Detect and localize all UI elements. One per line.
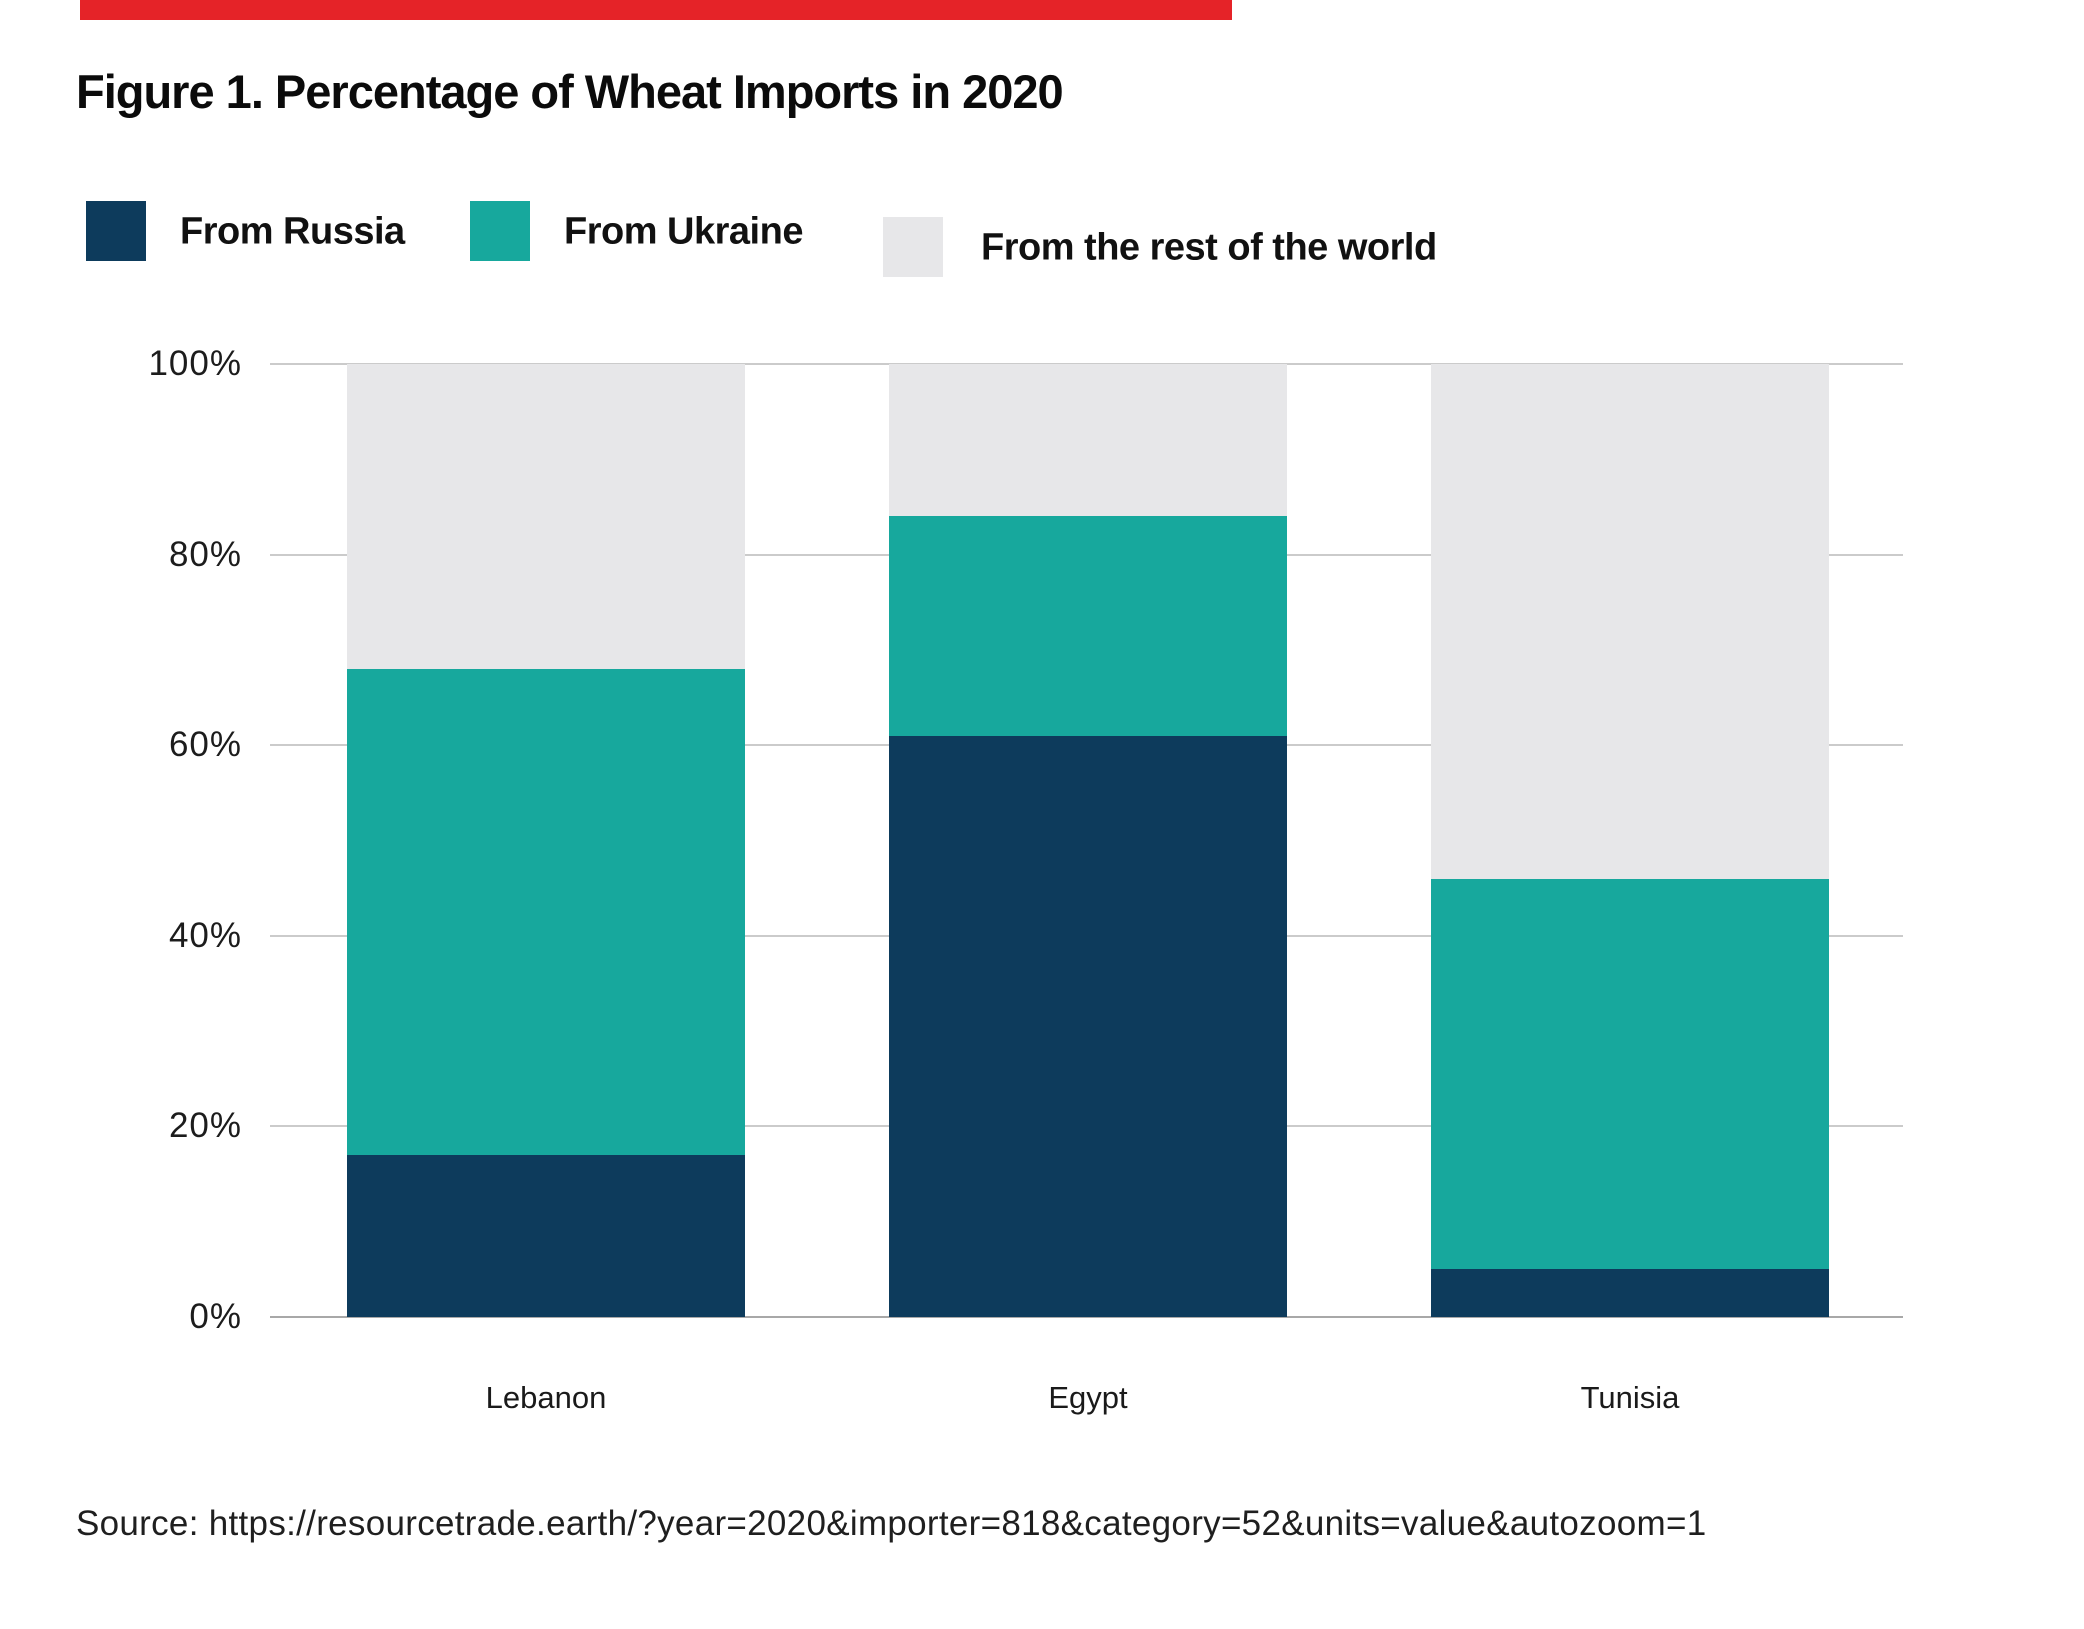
bar-egypt-segment-2	[889, 364, 1287, 517]
legend-label: From Russia	[180, 210, 405, 253]
x-axis-category-label: Lebanon	[485, 1380, 607, 1415]
source-citation: Source: https://resourcetrade.earth/?yea…	[76, 1504, 1707, 1543]
rest-of-world-color-swatch	[883, 217, 943, 277]
figure-title: Figure 1. Percentage of Wheat Imports in…	[76, 65, 1064, 118]
bar-lebanon-segment-2	[347, 364, 745, 669]
top-accent-bar	[80, 0, 1232, 20]
x-axis-category-label: Tunisia	[1580, 1380, 1680, 1415]
bar-egypt-segment-1	[889, 516, 1287, 736]
y-axis-tick-label: 60%	[168, 725, 242, 765]
y-axis-tick-label: 80%	[168, 534, 242, 574]
bar-tunisia-segment-1	[1431, 878, 1829, 1270]
legend-label: From the rest of the world	[981, 226, 1437, 269]
bar-lebanon-segment-0	[347, 1154, 745, 1317]
bar-lebanon-segment-1	[347, 668, 745, 1155]
x-axis-category-label: Egypt	[1048, 1380, 1128, 1415]
x-axis-line	[270, 1316, 1903, 1318]
y-axis-tick-label: 20%	[168, 1106, 242, 1146]
legend-label: From Ukraine	[564, 210, 803, 253]
y-axis-tick-label: 40%	[168, 915, 242, 955]
bar-tunisia-segment-0	[1431, 1269, 1829, 1317]
ukraine-color-swatch	[470, 201, 530, 261]
y-axis-tick-label: 100%	[148, 344, 242, 383]
y-axis-tick-label: 0%	[189, 1297, 242, 1336]
bar-egypt-segment-0	[889, 735, 1287, 1317]
bar-tunisia-segment-2	[1431, 364, 1829, 879]
russia-color-swatch	[86, 201, 146, 261]
